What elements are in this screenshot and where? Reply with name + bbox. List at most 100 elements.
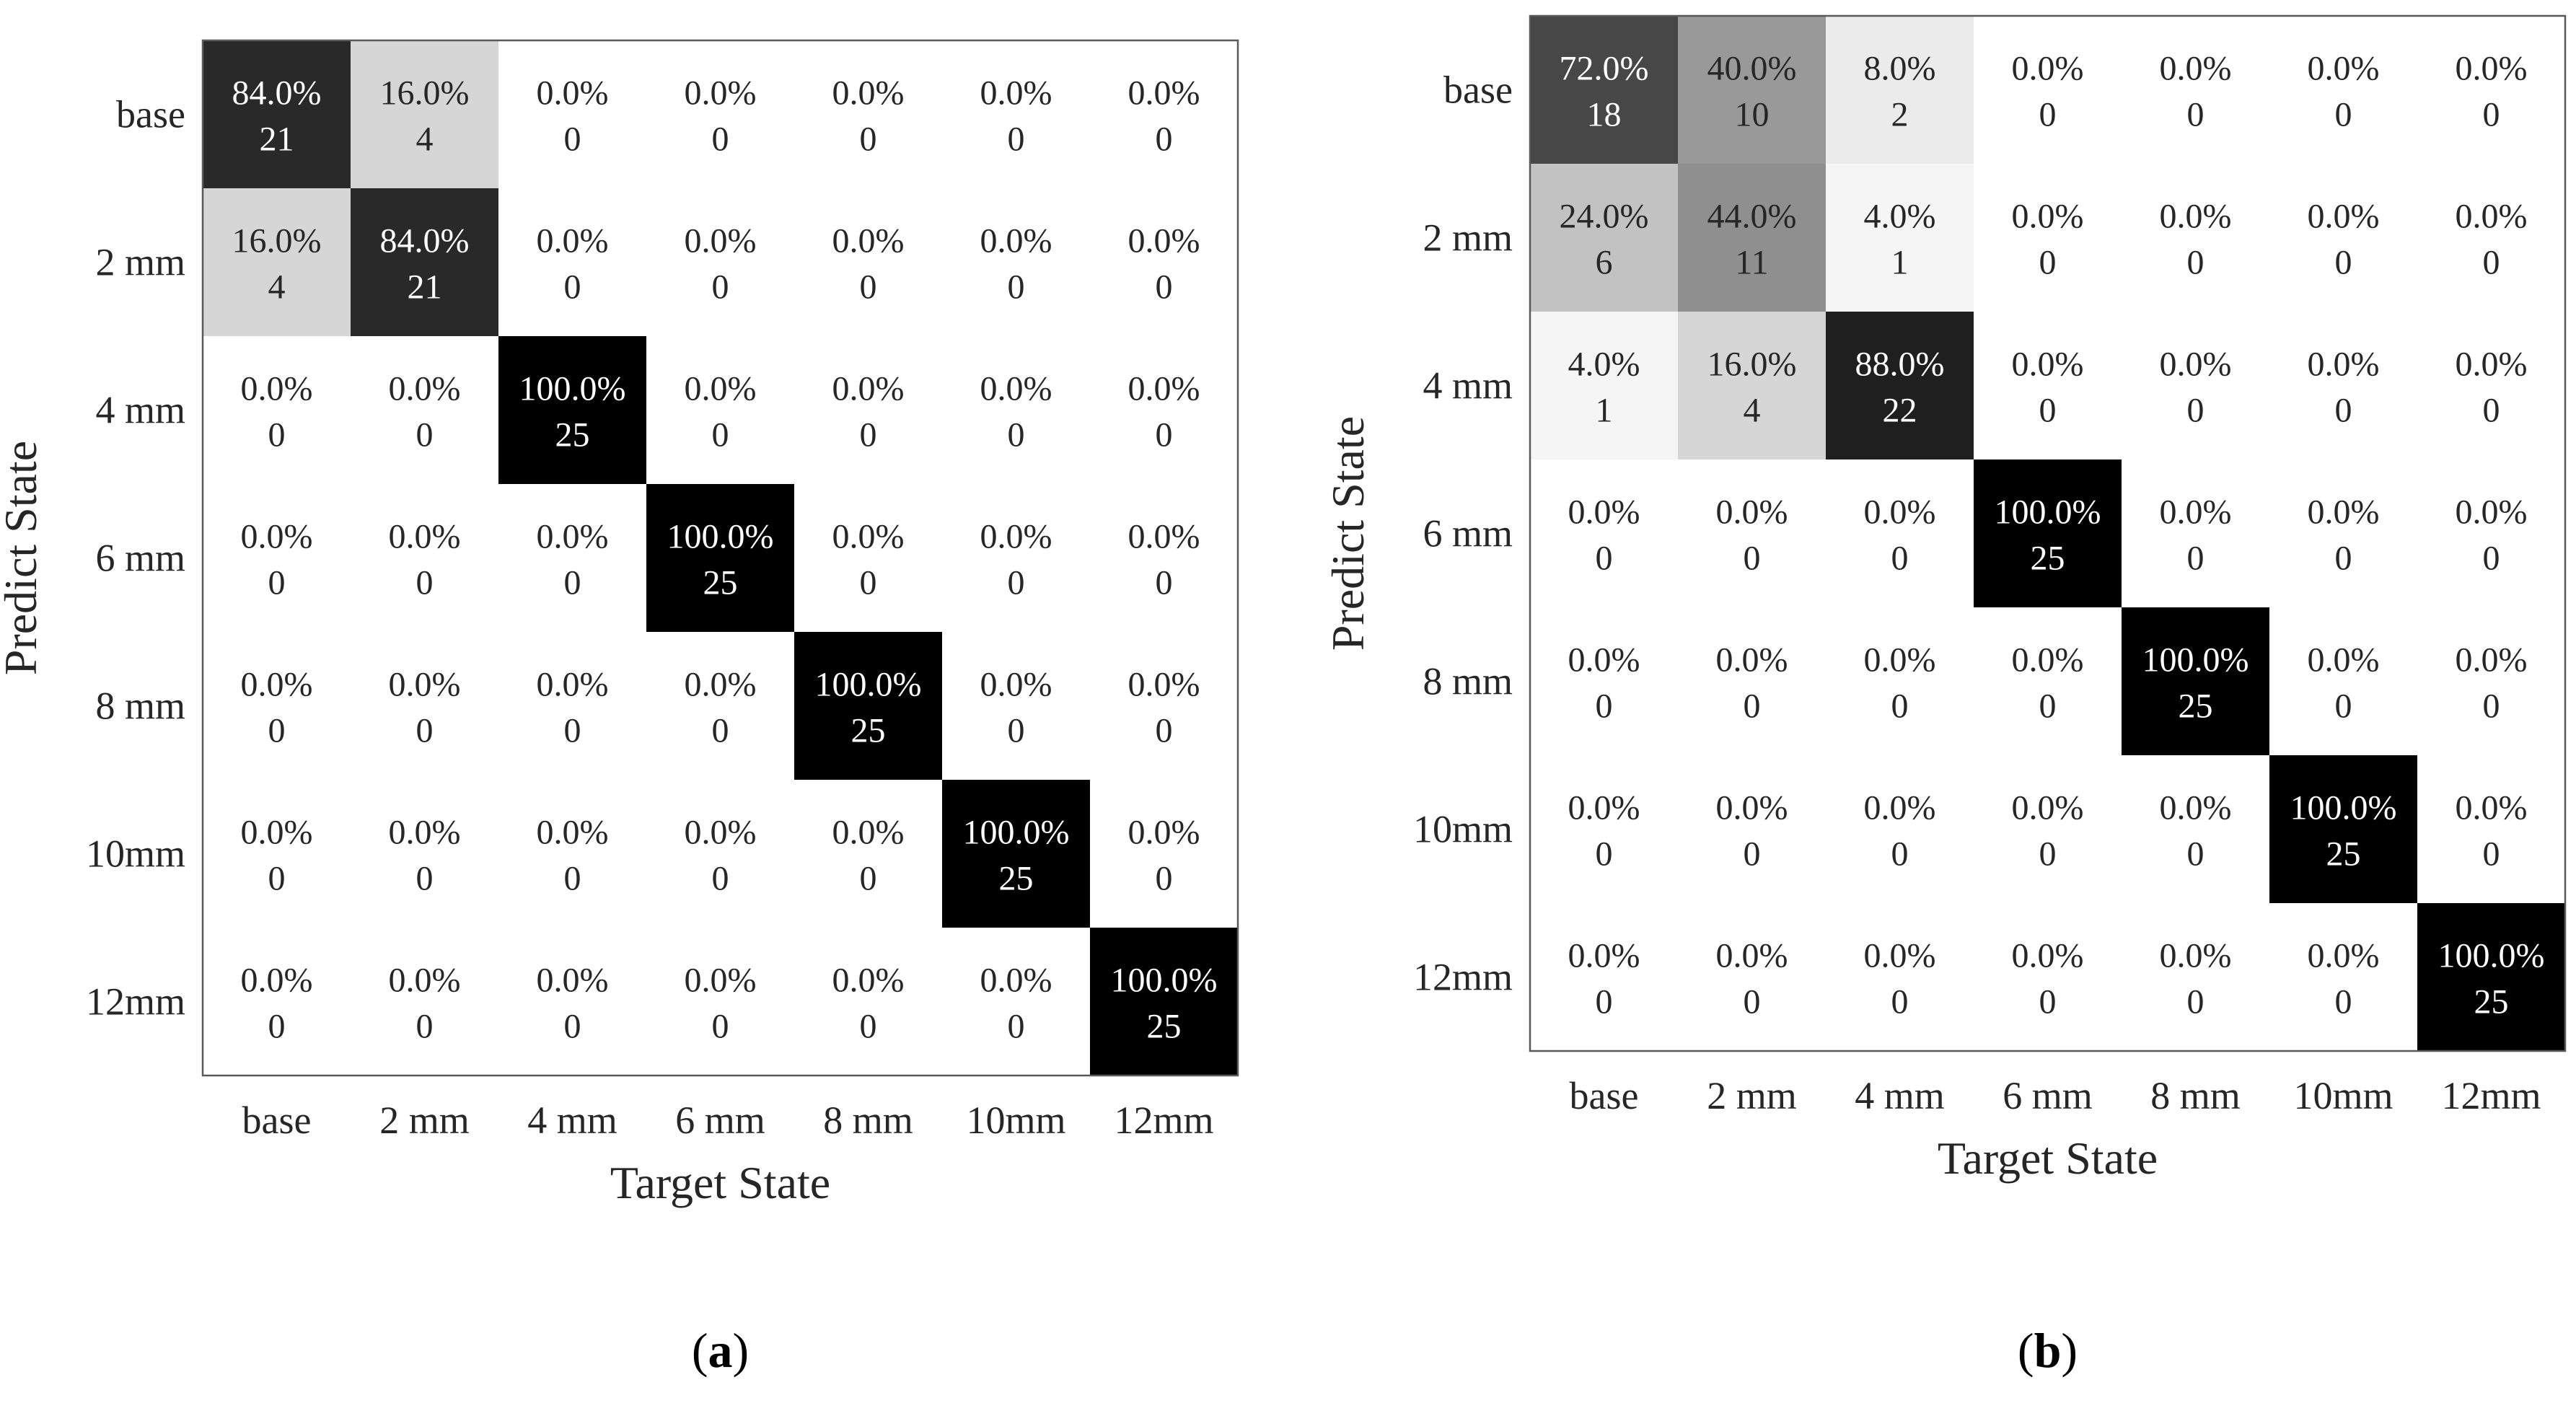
cell-percent-b-r2-c2: 88.0% (1855, 346, 1945, 384)
x-tick-label-b: 2 mm (1707, 1074, 1797, 1117)
cell-count-b-r6-c0: 0 (1596, 983, 1613, 1021)
x-tick-label-a: 2 mm (379, 1099, 470, 1142)
cell-a-r4-c5 (942, 632, 1090, 780)
cell-percent-b-r5-c1: 0.0% (1716, 789, 1788, 827)
cell-percent-a-r6-c1: 0.0% (389, 962, 461, 1000)
cell-percent-b-r1-c5: 0.0% (2308, 198, 2380, 236)
cell-b-r2-c2 (1826, 312, 1974, 459)
cell-b-r2-c4 (2122, 312, 2269, 459)
x-tick-label-b: base (1570, 1074, 1639, 1117)
x-tick-label-b: 6 mm (2003, 1074, 2093, 1117)
cell-a-r6-c6 (1090, 928, 1238, 1076)
cell-percent-b-r3-c3: 100.0% (1995, 493, 2101, 532)
cell-count-b-r4-c5: 0 (2335, 687, 2352, 726)
cell-a-r3-c4 (794, 484, 942, 632)
cell-a-r1-c2 (498, 188, 646, 336)
cell-a-r0-c4 (794, 40, 942, 188)
y-tick-label-a: 6 mm (95, 537, 185, 580)
cell-percent-a-r1-c2: 0.0% (537, 222, 609, 260)
cell-percent-b-r6-c6: 100.0% (2438, 937, 2545, 975)
x-tick-label-b: 8 mm (2150, 1074, 2241, 1117)
cell-percent-a-r0-c3: 0.0% (685, 74, 757, 113)
x-tick-label-a: 6 mm (675, 1099, 765, 1142)
cell-percent-b-r1-c4: 0.0% (2160, 198, 2232, 236)
cell-percent-b-r6-c0: 0.0% (1568, 937, 1640, 975)
y-tick-label-b: 2 mm (1423, 216, 1513, 260)
cell-b-r0-c3 (1974, 16, 2122, 164)
cell-percent-b-r6-c3: 0.0% (2012, 937, 2084, 975)
cell-b-r4-c4 (2122, 607, 2269, 755)
cell-count-b-r5-c4: 0 (2187, 835, 2204, 874)
cell-percent-a-r5-c5: 100.0% (963, 814, 1070, 852)
cell-a-r0-c1 (351, 40, 498, 188)
cell-count-b-r5-c0: 0 (1596, 835, 1613, 874)
panel-label-b: (b) (2018, 1323, 2078, 1378)
cell-a-r2-c6 (1090, 336, 1238, 484)
cell-percent-b-r1-c1: 44.0% (1707, 198, 1797, 236)
cell-percent-a-r2-c3: 0.0% (685, 370, 757, 408)
cell-a-r4-c1 (351, 632, 498, 780)
cell-percent-b-r2-c5: 0.0% (2308, 346, 2380, 384)
cell-a-r1-c3 (646, 188, 794, 336)
cell-count-b-r1-c1: 11 (1735, 244, 1768, 282)
cell-a-r5-c1 (351, 780, 498, 928)
cell-percent-a-r1-c0: 16.0% (232, 222, 322, 260)
cell-a-r3-c6 (1090, 484, 1238, 632)
cell-percent-a-r3-c5: 0.0% (980, 518, 1052, 556)
cell-percent-b-r0-c0: 72.0% (1560, 50, 1649, 88)
cell-a-r2-c3 (646, 336, 794, 484)
cell-count-b-r3-c0: 0 (1596, 540, 1613, 578)
cell-count-b-r0-c0: 18 (1587, 96, 1622, 134)
cell-count-a-r4-c6: 0 (1156, 712, 1173, 750)
cell-a-r2-c1 (351, 336, 498, 484)
cell-b-r2-c6 (2417, 312, 2565, 459)
cell-a-r6-c5 (942, 928, 1090, 1076)
cell-count-b-r6-c4: 0 (2187, 983, 2204, 1021)
cell-b-r3-c3 (1974, 459, 2122, 607)
cell-count-a-r1-c2: 0 (564, 268, 581, 307)
cell-b-r6-c4 (2122, 903, 2269, 1051)
cell-percent-a-r0-c5: 0.0% (980, 74, 1052, 113)
cell-count-a-r3-c5: 0 (1008, 564, 1025, 602)
cell-b-r0-c4 (2122, 16, 2269, 164)
cell-count-a-r2-c5: 0 (1008, 416, 1025, 454)
cell-count-b-r1-c4: 0 (2187, 244, 2204, 282)
cell-count-b-r5-c5: 25 (2326, 835, 2361, 874)
cell-a-r6-c3 (646, 928, 794, 1076)
cell-percent-b-r1-c3: 0.0% (2012, 198, 2084, 236)
y-tick-label-b: 12mm (1413, 956, 1513, 999)
cell-b-r1-c3 (1974, 164, 2122, 312)
cell-b-r0-c1 (1678, 16, 1826, 164)
cell-count-b-r6-c3: 0 (2039, 983, 2057, 1021)
plot-frame-a (201, 39, 1239, 1077)
cell-a-r0-c6 (1090, 40, 1238, 188)
x-tick-label-a: base (242, 1099, 312, 1142)
cell-b-r3-c2 (1826, 459, 1974, 607)
cell-b-r5-c4 (2122, 755, 2269, 903)
cell-count-b-r0-c1: 10 (1735, 96, 1770, 134)
cell-percent-a-r0-c0: 84.0% (232, 74, 322, 113)
cell-b-r5-c1 (1678, 755, 1826, 903)
cell-percent-b-r1-c6: 0.0% (2456, 198, 2528, 236)
cell-a-r1-c6 (1090, 188, 1238, 336)
cell-b-r6-c3 (1974, 903, 2122, 1051)
cell-count-b-r6-c1: 0 (1744, 983, 1761, 1021)
cell-count-a-r0-c4: 0 (860, 120, 877, 159)
cell-count-b-r2-c6: 0 (2483, 392, 2500, 430)
cell-percent-a-r5-c0: 0.0% (241, 814, 313, 852)
cell-count-b-r2-c4: 0 (2187, 392, 2204, 430)
cell-count-a-r4-c5: 0 (1008, 712, 1025, 750)
cell-percent-b-r3-c6: 0.0% (2456, 493, 2528, 532)
cell-percent-a-r2-c5: 0.0% (980, 370, 1052, 408)
cell-count-a-r2-c0: 0 (268, 416, 286, 454)
cell-a-r5-c2 (498, 780, 646, 928)
cell-count-b-r1-c6: 0 (2483, 244, 2500, 282)
cell-count-b-r2-c2: 22 (1883, 392, 1917, 430)
cell-b-r4-c5 (2269, 607, 2417, 755)
cell-a-r5-c3 (646, 780, 794, 928)
cell-count-b-r6-c2: 0 (1891, 983, 1909, 1021)
cell-percent-a-r4-c3: 0.0% (685, 666, 757, 704)
cell-count-b-r6-c5: 0 (2335, 983, 2352, 1021)
cell-count-b-r0-c6: 0 (2483, 96, 2500, 134)
